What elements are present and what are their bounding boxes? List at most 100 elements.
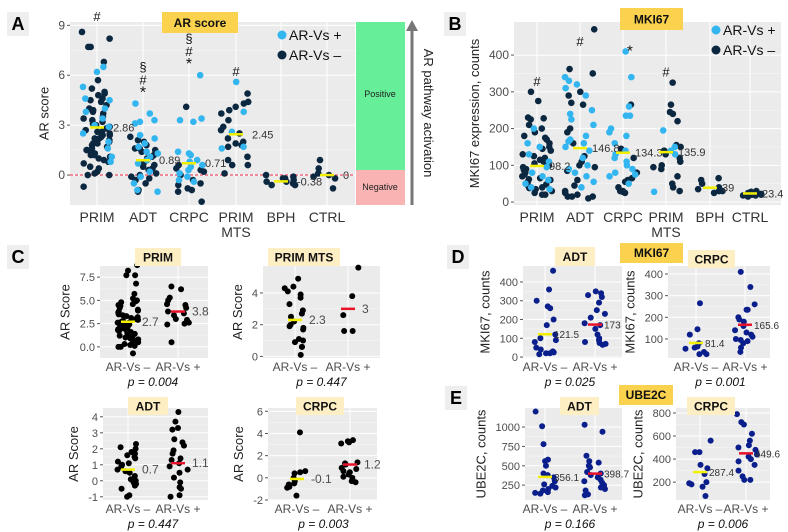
data-point <box>674 173 681 180</box>
data-point <box>703 479 710 486</box>
p-value: p = 0.025 <box>544 375 596 389</box>
y-tick-label: -2 <box>253 495 263 507</box>
data-point <box>744 193 752 200</box>
panel-letter-d: D <box>452 247 465 267</box>
data-point <box>134 160 142 167</box>
data-point <box>124 452 131 459</box>
x-category-label: AR-Vs + <box>723 502 768 516</box>
data-point <box>751 301 758 308</box>
data-point <box>694 185 702 193</box>
chart-title: PRIM MTS <box>275 251 334 265</box>
data-point <box>225 116 232 124</box>
data-point <box>696 300 703 307</box>
y-axis-label: MKI67, counts <box>623 270 638 354</box>
data-point <box>533 297 540 304</box>
negative-region <box>356 170 405 205</box>
chart-title-box <box>268 248 340 266</box>
data-point <box>582 132 590 140</box>
data-point <box>133 280 140 287</box>
data-point <box>88 85 96 92</box>
mean-value-label: 2.45 <box>252 129 273 141</box>
data-point <box>131 342 138 349</box>
data-point <box>568 116 575 123</box>
y-tick-label: 300 <box>500 296 518 308</box>
data-point <box>551 478 558 485</box>
y-tick-label: 600 <box>653 431 671 443</box>
x-category-label: AR-Vs + <box>572 502 617 516</box>
data-point <box>175 181 182 189</box>
data-point <box>747 476 754 483</box>
data-point <box>172 315 179 322</box>
data-point <box>743 329 750 336</box>
data-point <box>541 191 549 199</box>
data-point <box>128 173 135 181</box>
data-point <box>174 188 182 195</box>
data-point <box>240 143 247 151</box>
data-point <box>101 90 108 97</box>
data-point <box>136 131 144 139</box>
data-point <box>586 464 593 471</box>
significance-mark: # <box>232 64 240 79</box>
data-point <box>95 155 103 162</box>
data-point <box>188 186 196 194</box>
data-point <box>611 154 618 162</box>
x-category-label: CRPC <box>603 209 643 225</box>
data-point <box>588 106 596 114</box>
data-point <box>300 337 307 344</box>
data-point <box>177 455 184 462</box>
data-point <box>751 461 758 468</box>
panel-letter-box-e <box>445 386 467 410</box>
data-point <box>536 351 543 358</box>
data-point <box>741 476 748 483</box>
data-point <box>329 185 337 192</box>
data-point <box>355 264 362 271</box>
data-point <box>290 283 297 290</box>
data-point <box>145 175 153 182</box>
data-point <box>291 480 298 487</box>
data-point <box>128 315 135 322</box>
plot-background <box>525 408 622 500</box>
p-value: p = 0.447 <box>127 517 180 531</box>
data-point <box>520 132 528 140</box>
data-point <box>115 302 122 309</box>
data-point <box>341 328 348 335</box>
arrow-up-icon <box>406 20 418 31</box>
chart-title-box <box>620 8 683 30</box>
data-point <box>170 474 177 481</box>
data-point <box>715 174 722 182</box>
data-point <box>592 288 599 295</box>
data-point <box>574 191 581 199</box>
data-point <box>87 96 94 104</box>
data-point <box>650 163 657 171</box>
data-point <box>137 173 144 181</box>
data-point <box>296 429 303 436</box>
data-point <box>703 351 710 358</box>
data-point <box>139 163 147 171</box>
data-point <box>129 301 136 308</box>
data-point <box>107 158 114 166</box>
data-point <box>164 321 171 328</box>
positive-region <box>356 22 405 170</box>
data-point <box>525 121 533 129</box>
data-point <box>96 135 103 142</box>
data-point <box>552 484 559 491</box>
y-tick-label: 0.0 <box>80 342 95 354</box>
y-tick-label: 100 <box>489 158 509 172</box>
activation-arrow-label: AR pathway activation <box>421 49 436 178</box>
data-point <box>293 492 300 499</box>
mean-value-label: 134.3 <box>635 148 663 160</box>
x-category-label: ADT <box>566 209 594 225</box>
data-point <box>530 152 538 160</box>
y-axis-label: AR score <box>36 87 51 140</box>
data-point <box>547 147 555 154</box>
y-tick-label: 0 <box>502 195 509 209</box>
data-point <box>552 331 559 338</box>
data-point <box>83 146 91 154</box>
data-point <box>115 343 122 350</box>
chart-title: PRIM <box>143 251 173 265</box>
p-value: p = 0.003 <box>297 517 349 531</box>
data-point <box>707 437 714 444</box>
mean-value-label: 173 <box>604 321 621 332</box>
data-point <box>745 442 752 449</box>
data-point <box>667 101 675 108</box>
